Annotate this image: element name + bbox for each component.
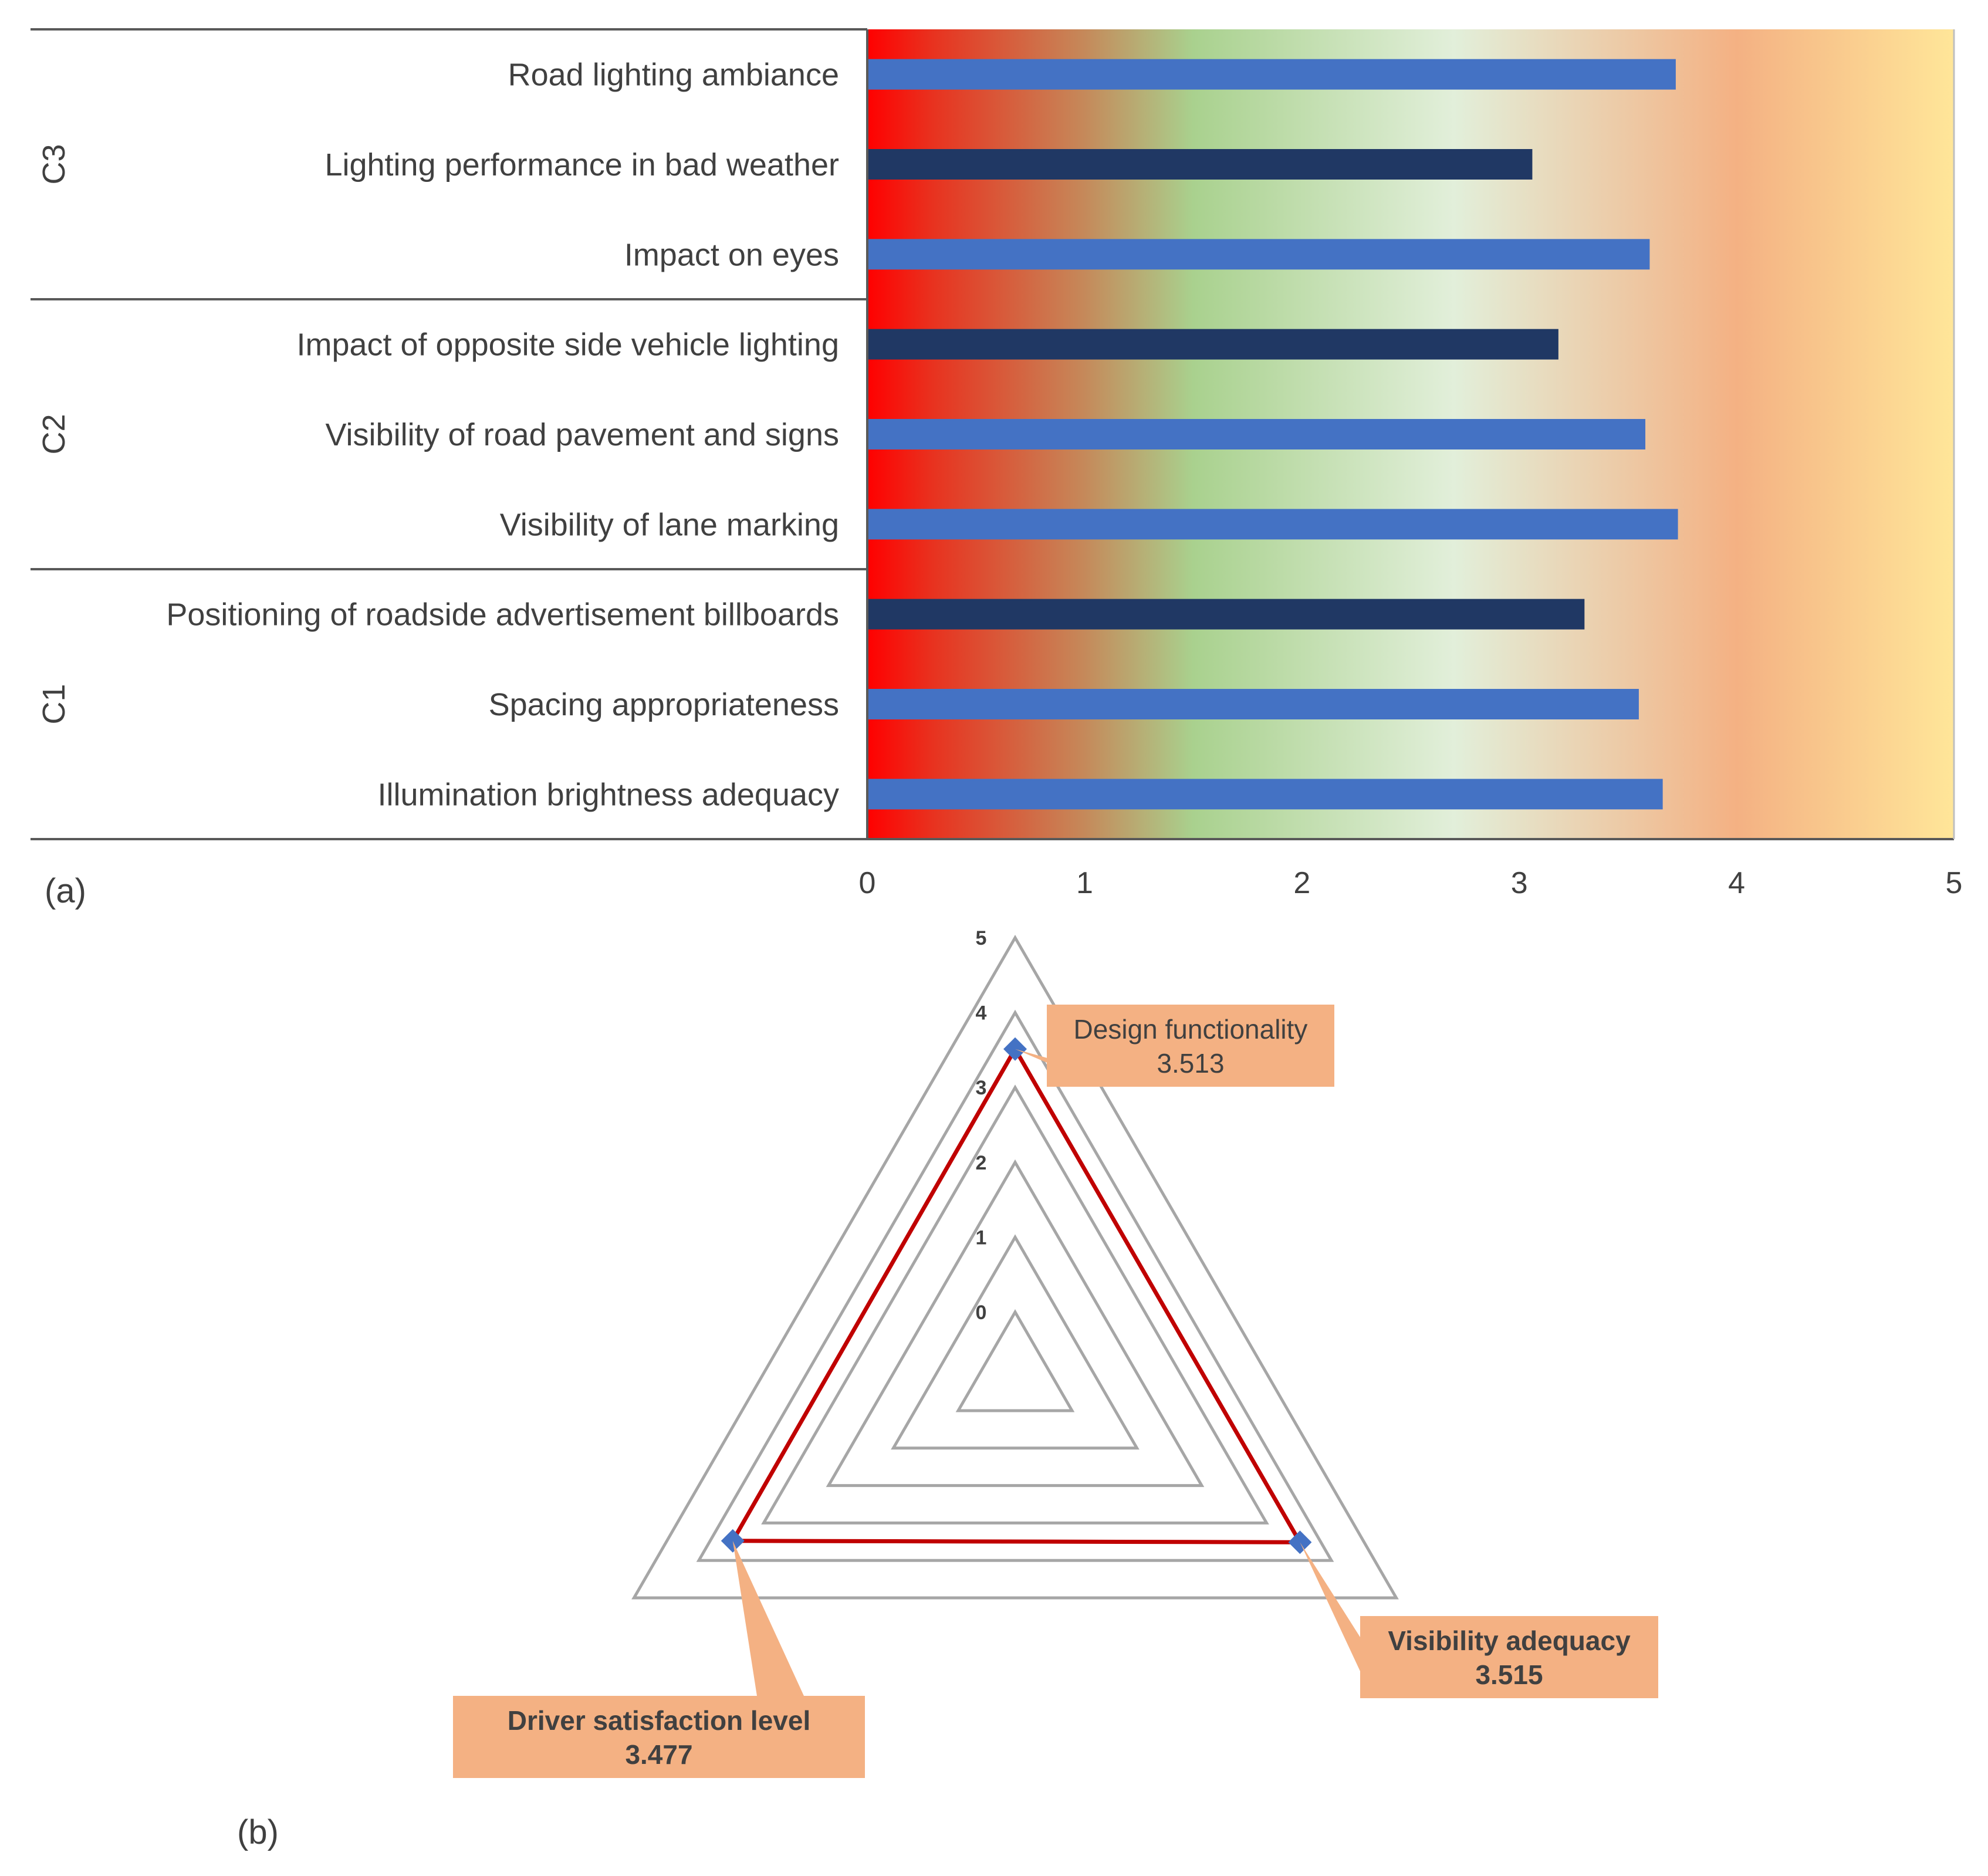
callout-axis-label: Visibility adequacy [1388, 1625, 1631, 1656]
bar-6 [867, 509, 1678, 540]
category-label: Spacing appropriateness [489, 687, 839, 722]
radar-tick-label: 0 [976, 1302, 987, 1324]
radar-tick-label: 5 [976, 927, 987, 949]
x-tick-label: 4 [1728, 866, 1745, 900]
callout-box [453, 1696, 865, 1778]
radar-tick-label: 4 [976, 1002, 987, 1025]
category-label: Impact of opposite side vehicle lighting [296, 327, 839, 363]
bar-4 [867, 329, 1558, 360]
bar-series [867, 59, 1678, 810]
group-separators [31, 28, 867, 570]
category-label: Lighting performance in bad weather [324, 147, 839, 182]
category-label: Visibility of road pavement and signs [326, 417, 840, 452]
radar-ring-0 [955, 1309, 1075, 1412]
callout-pointer [1300, 1542, 1360, 1671]
group-label-c1: C1 [36, 684, 72, 724]
group-label-c3: C3 [36, 144, 72, 184]
x-tick-label: 5 [1946, 866, 1963, 900]
radar-ring-3 [761, 1084, 1269, 1525]
callout-axis-label: Driver satisfaction level [508, 1705, 810, 1736]
x-tick-label: 1 [1076, 866, 1093, 900]
category-labels: Road lighting ambiance Lighting performan… [166, 58, 839, 813]
group-label-c2: C2 [36, 414, 72, 454]
callout-value-label: 3.513 [1157, 1048, 1224, 1079]
x-tick-label: 2 [1293, 866, 1310, 900]
callout-box [1360, 1616, 1658, 1698]
group-labels: C3 C2 C1 [36, 144, 72, 724]
radar-tick-label: 3 [976, 1077, 987, 1099]
bar-7 [867, 599, 1585, 630]
x-tick-label: 3 [1511, 866, 1528, 900]
category-label: Impact on eyes [624, 237, 839, 272]
bar-3 [867, 239, 1650, 270]
bar-1 [867, 59, 1676, 90]
radar-grid [631, 934, 1399, 1600]
category-label: Positioning of roadside advertisement bi… [166, 597, 839, 633]
category-label: Road lighting ambiance [508, 58, 839, 93]
radar-tick-label: 2 [976, 1152, 987, 1174]
radar-ring-2 [826, 1159, 1205, 1488]
x-axis-tick-labels: 0 1 2 3 4 5 [859, 866, 1963, 900]
radar-ring-4 [696, 1009, 1334, 1562]
x-tick-label: 0 [859, 866, 876, 900]
panel-label-a: (a) [45, 872, 86, 910]
bar-9 [867, 779, 1663, 810]
radar-ring-5 [631, 934, 1399, 1600]
callout-value-label: 3.477 [625, 1739, 692, 1770]
panel-label-b: (b) [237, 1813, 279, 1851]
bar-chart-panel: Road lighting ambiance Lighting performan… [31, 28, 1963, 910]
callout-value-label: 3.515 [1475, 1659, 1543, 1690]
radar-tick-label: 1 [976, 1226, 987, 1249]
callout-pointer [732, 1540, 804, 1696]
callout-axis-label: Design functionality [1074, 1014, 1308, 1045]
callout-box [1047, 1005, 1334, 1087]
bar-8 [867, 689, 1639, 719]
category-label: Illumination brightness adequacy [378, 777, 839, 812]
category-label: Visibility of lane marking [500, 507, 839, 542]
bar-2 [867, 149, 1533, 180]
radar-ring-1 [891, 1234, 1140, 1450]
bar-5 [867, 419, 1646, 449]
radar-series-line [731, 1047, 1302, 1544]
radar-tick-labels: 0 1 2 3 4 5 [976, 927, 987, 1324]
